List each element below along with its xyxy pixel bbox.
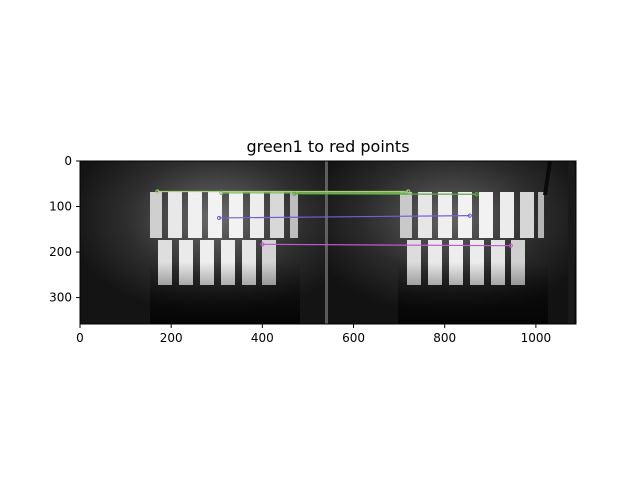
right-edge-rod xyxy=(568,161,574,324)
y-tick-label: 200 xyxy=(49,245,72,259)
left-top-bars xyxy=(150,192,298,238)
x-tick-label: 1000 xyxy=(521,331,552,345)
match-keypoint xyxy=(260,242,265,247)
x-tick-label: 0 xyxy=(76,331,84,345)
image-seam xyxy=(325,161,328,324)
y-tick-label: 300 xyxy=(49,291,72,305)
figure-title: green1 to red points xyxy=(246,137,409,156)
axes-frame xyxy=(79,160,577,325)
cable-shadow xyxy=(543,161,552,195)
y-axis: 0 100 200 300 xyxy=(49,154,80,305)
y-tick-label: 100 xyxy=(49,200,72,214)
image-panel xyxy=(80,161,576,324)
match-keypoint xyxy=(219,190,224,195)
match-keypoint xyxy=(292,191,297,196)
y-tick-label: 0 xyxy=(64,154,72,168)
right-top-bars xyxy=(400,192,544,238)
match-keypoint xyxy=(155,189,160,194)
match-lines xyxy=(155,189,513,248)
x-tick-label: 400 xyxy=(251,331,274,345)
match-line xyxy=(262,243,511,247)
match-keypoint xyxy=(508,243,513,248)
x-tick-label: 800 xyxy=(433,331,456,345)
x-tick-label: 200 xyxy=(160,331,183,345)
match-keypoint xyxy=(216,215,222,221)
x-axis: 0 200 400 600 800 1000 xyxy=(76,324,551,345)
match-line xyxy=(219,215,470,219)
x-tick-label: 600 xyxy=(342,331,365,345)
match-keypoint xyxy=(474,192,479,197)
match-keypoint xyxy=(467,213,472,218)
